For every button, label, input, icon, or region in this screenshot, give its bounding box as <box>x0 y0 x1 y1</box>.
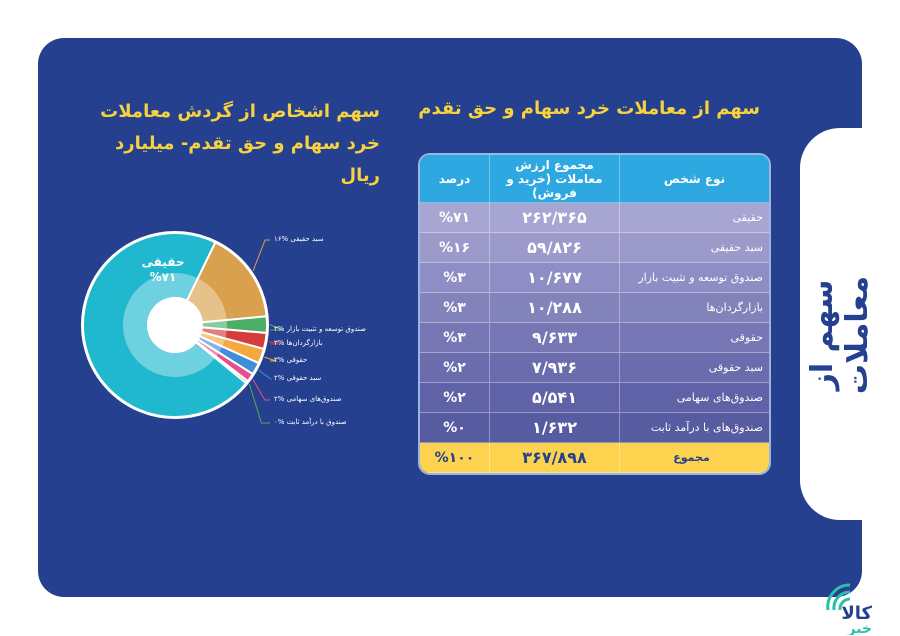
donut-inner-ring <box>196 339 219 357</box>
table-row: سبد حقیقی ۵۹/۸۲۶ %۱۶ <box>420 233 769 263</box>
row-value: ۵۹/۸۲۶ <box>489 233 619 263</box>
row-value: ۷/۹۳۶ <box>489 353 619 383</box>
donut-hole <box>148 298 202 352</box>
total-pct: %۱۰۰ <box>420 443 489 473</box>
row-value: ۲۶۲/۳۶۵ <box>489 203 619 233</box>
slice-label: سبد حقوقی %۲ <box>274 374 322 382</box>
leader-line <box>268 341 281 345</box>
row-value: ۱۰/۶۷۷ <box>489 263 619 293</box>
trades-table: نوع شخص مجموع ارزش معاملات (خرید و فروش)… <box>418 153 771 475</box>
svg-text:خبر: خبر <box>846 621 872 635</box>
row-name: صندوق‌های سهامی <box>619 383 769 413</box>
svg-text:کالا: کالا <box>841 603 872 624</box>
table-row: صندوق توسعه و تثبیت بازار ۱۰/۶۷۷ %۳ <box>420 263 769 293</box>
leader-line <box>252 239 270 272</box>
row-value: ۱/۶۳۲ <box>489 413 619 443</box>
table-row: حقوقی ۹/۶۳۳ %۳ <box>420 323 769 353</box>
row-pct: %۱۶ <box>420 233 489 263</box>
donut-inner-ring <box>123 273 216 377</box>
slice-label: سبد حقیقی %۱۶ <box>274 235 324 243</box>
chart-title-line-1: سهم اشخاص از گردش معاملات <box>100 101 380 122</box>
center-label-name: حقیقی <box>141 255 185 269</box>
slice-label: صندوق‌های سهامی %۲ <box>274 395 342 403</box>
row-pct: %۲ <box>420 353 489 383</box>
table-row: سبد حقوقی ۷/۹۳۶ %۲ <box>420 353 769 383</box>
row-name: سبد حقوقی <box>619 353 769 383</box>
leader-line <box>252 379 270 401</box>
center-label-pct: %۷۱ <box>149 270 177 284</box>
row-value: ۹/۶۳۳ <box>489 323 619 353</box>
table-row: صندوق‌های با درآمد ثابت ۱/۶۳۲ %۰ <box>420 413 769 443</box>
total-row: مجموع ۳۶۷/۸۹۸ %۱۰۰ <box>420 443 769 473</box>
row-pct: %۷۱ <box>420 203 489 233</box>
total-value: ۳۶۷/۸۹۸ <box>489 443 619 473</box>
leader-line <box>248 383 270 424</box>
row-pct: %۳ <box>420 293 489 323</box>
row-value: ۱۰/۲۸۸ <box>489 293 619 323</box>
header-pct: درصد <box>420 155 489 203</box>
donut-inner-ring <box>186 278 227 323</box>
row-pct: %۳ <box>420 323 489 353</box>
row-name: صندوق توسعه و تثبیت بازار <box>619 263 769 293</box>
slice-label: بازارگردان‌ها %۳ <box>274 339 323 347</box>
header-value: مجموع ارزش معاملات (خرید و فروش) <box>489 155 619 203</box>
slice-label: صندوق با درآمد ثابت %۰ <box>274 418 347 426</box>
total-name: مجموع <box>619 443 769 473</box>
donut-inner-ring <box>197 336 223 353</box>
row-value: ۵/۵۴۱ <box>489 383 619 413</box>
row-pct: %۲ <box>420 383 489 413</box>
row-name: حقوقی <box>619 323 769 353</box>
slice-label: صندوق توسعه و تثبیت بازار %۳ <box>274 325 366 333</box>
leader-line <box>269 324 283 331</box>
leader-line <box>264 356 277 362</box>
row-name: بازارگردان‌ها <box>619 293 769 323</box>
kala-khabar-logo: کالا خبر <box>826 583 873 635</box>
table-title: سهم از معاملات خرد سهام و حق تقدم <box>418 98 760 119</box>
table-row: بازارگردان‌ها ۱۰/۲۸۸ %۳ <box>420 293 769 323</box>
row-pct: %۳ <box>420 263 489 293</box>
card-notch <box>800 128 900 520</box>
leader-line <box>258 369 273 380</box>
donut-chart <box>81 231 283 424</box>
row-name: صندوق‌های با درآمد ثابت <box>619 413 769 443</box>
header-type: نوع شخص <box>619 155 769 203</box>
row-name: سبد حقیقی <box>619 233 769 263</box>
center-label: حقیقی %۷۱ <box>138 255 188 285</box>
row-pct: %۰ <box>420 413 489 443</box>
donut-inner-ring <box>201 327 227 339</box>
row-name: حقیقی <box>619 203 769 233</box>
side-title: سهم از معاملات <box>805 275 875 395</box>
table-row: صندوق‌های سهامی ۵/۵۴۱ %۲ <box>420 383 769 413</box>
chart-title: سهم اشخاص از گردش معاملات خرد سهام و حق … <box>70 96 380 192</box>
donut-inner-ring <box>199 332 226 347</box>
chart-title-line-2: خرد سهام و حق تقدم- میلیارد ریال <box>115 133 380 186</box>
slice-label: حقوقی %۳ <box>274 356 308 364</box>
table-row: حقیقی ۲۶۲/۳۶۵ %۷۱ <box>420 203 769 233</box>
donut-outline <box>81 231 269 419</box>
